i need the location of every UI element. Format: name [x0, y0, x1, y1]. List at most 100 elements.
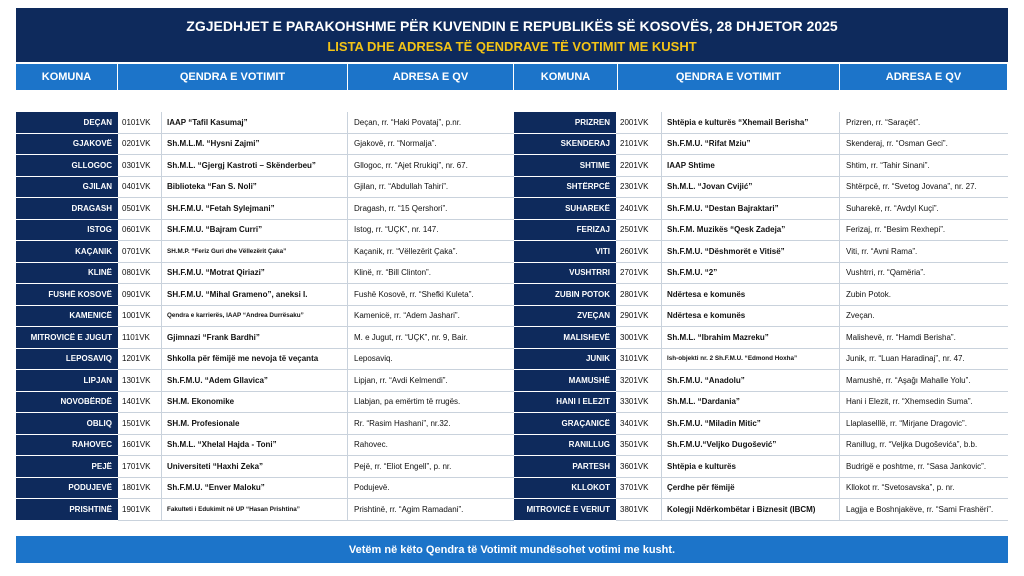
voting-center: SH.F.M.U. “Mihal Grameno”, aneksi I.	[162, 284, 348, 306]
code: 1501VK	[118, 413, 162, 435]
title: ZGJEDHJET E PARAKOHSHME PËR KUVENDIN E R…	[186, 18, 838, 34]
address: Suharekë, rr. “Avdyl Kuçi”.	[840, 198, 1008, 220]
komuna: PEJË	[16, 456, 118, 478]
address: Leposaviq.	[348, 349, 514, 370]
voting-center: Sh.F.M.U.“Veljko Dugošević”	[662, 434, 840, 456]
address: Skenderaj, rr. “Osman Geci”.	[840, 134, 1008, 155]
address: Kllokot rr. “Svetosavska”, p. nr.	[840, 478, 1008, 499]
code: 2101VK	[616, 133, 662, 155]
voting-center: Kolegji Ndërkombëtar i Biznesit (IBCM)	[662, 499, 840, 521]
voting-center: Sh.M.L. “Dardania”	[662, 391, 840, 413]
column-header: ADRESA E QV	[348, 64, 514, 90]
address: Junik, rr. “Luan Haradinaj”, nr. 47.	[840, 349, 1008, 370]
komuna: VITI	[514, 241, 616, 263]
address: Rahovec.	[348, 435, 514, 456]
address: Kaçanik, rr. “Vëllezërit Çaka”.	[348, 241, 514, 263]
komuna: MALISHEVË	[514, 327, 616, 349]
komuna: ZUBIN POTOK	[514, 284, 616, 306]
komuna: KAMENICË	[16, 305, 118, 327]
komuna: DEÇAN	[16, 112, 118, 134]
voting-center: Gjimnazi “Frank Bardhi”	[162, 327, 348, 349]
code: 1601VK	[118, 434, 162, 456]
voting-center: Sh.M.L. “Ibrahim Mazreku”	[662, 327, 840, 349]
voting-center: IAAP “Tafil Kasumaj”	[162, 112, 348, 134]
komuna: SHTIME	[514, 155, 616, 177]
code: 1201VK	[118, 348, 162, 370]
komuna: KLINË	[16, 262, 118, 284]
address: Pejë, rr. “Eliot Engell”, p. nr.	[348, 456, 514, 478]
komuna: DRAGASH	[16, 198, 118, 220]
column-header: KOMUNA	[514, 64, 618, 90]
code: 3601VK	[616, 456, 662, 478]
address: Shtërpcë, rr. “Svetog Jovana”, nr. 27.	[840, 177, 1008, 198]
code: 3101VK	[616, 348, 662, 370]
footer-note: Vetëm në këto Qendra të Votimit mundësoh…	[16, 536, 1008, 563]
komuna: JUNIK	[514, 348, 616, 370]
code: 0501VK	[118, 198, 162, 220]
voting-center: Sh.M.L.M. “Hysni Zajmi”	[162, 133, 348, 155]
komuna: FERIZAJ	[514, 219, 616, 241]
voting-center: Sh.F.M.U. “Miladin Mitic”	[662, 413, 840, 435]
voting-center: Sh.M.L. “Gjergj Kastroti – Skënderbeu”	[162, 155, 348, 177]
address: Zubin Potok.	[840, 284, 1008, 306]
voting-center: Fakulteti i Edukimit në UP “Hasan Prisht…	[162, 499, 348, 521]
code: 1801VK	[118, 477, 162, 499]
komuna: MITROVICË E VERIUT	[514, 499, 616, 521]
voting-center: Universiteti “Haxhi Zeka”	[162, 456, 348, 478]
code: 3301VK	[616, 391, 662, 413]
code: 2001VK	[616, 112, 662, 134]
code: 2501VK	[616, 219, 662, 241]
voting-center: Ndërtesa e komunës	[662, 305, 840, 327]
address: Llaplaselllë, rr. “Mirjane Dragovic”.	[840, 413, 1008, 435]
voting-center: Qendra e karrierës, IAAP “Andrea Durrësa…	[162, 305, 348, 327]
code: 1901VK	[118, 499, 162, 521]
code: 3001VK	[616, 327, 662, 349]
address: Vushtrri, rr. “Qamëria”.	[840, 263, 1008, 284]
code: 0301VK	[118, 155, 162, 177]
komuna: SKENDERAJ	[514, 133, 616, 155]
address: Malishevë, rr. “Hamdi Berisha”.	[840, 327, 1008, 349]
address: Prishtinë, rr. “Agim Ramadani”.	[348, 499, 514, 521]
komuna: MAMUSHË	[514, 370, 616, 392]
komuna: RANILLUG	[514, 434, 616, 456]
voting-center: IAAP Shtime	[662, 155, 840, 177]
code: 0101VK	[118, 112, 162, 134]
voting-center: Ndërtesa e komunës	[662, 284, 840, 306]
address: Gllogoc, rr. “Ajet Rrukiqi”, nr. 67.	[348, 155, 514, 177]
voting-center: Shtëpia e kulturës “Xhemail Berisha”	[662, 112, 840, 134]
code: 0401VK	[118, 176, 162, 198]
code: 0801VK	[118, 262, 162, 284]
address: Budrigë e poshtme, rr. “Sasa Jankovic”.	[840, 456, 1008, 478]
komuna: KAÇANIK	[16, 241, 118, 263]
komuna: NOVOBËRDË	[16, 391, 118, 413]
address: Dragash, rr. “15 Qershori”.	[348, 198, 514, 220]
address: Podujevë.	[348, 478, 514, 499]
address: Gjilan, rr. “Abdullah Tahiri”.	[348, 177, 514, 198]
komuna: HANI I ELEZIT	[514, 391, 616, 413]
komuna: GRAÇANICË	[514, 413, 616, 435]
code: 3701VK	[616, 477, 662, 499]
address: Shtim, rr. “Tahir Sinani”.	[840, 155, 1008, 177]
code: 3501VK	[616, 434, 662, 456]
komuna: MITROVICË E JUGUT	[16, 327, 118, 349]
address: M. e Jugut, rr. “UÇK”, nr. 9, Bair.	[348, 327, 514, 349]
voting-center: Biblioteka “Fan S. Noli”	[162, 176, 348, 198]
code: 1101VK	[118, 327, 162, 349]
address: Ranillug, rr. “Veljka Dugoševića”, b.b.	[840, 435, 1008, 456]
komuna: SUHAREKË	[514, 198, 616, 220]
address: Kamenicë, rr. “Adem Jashari”.	[348, 306, 514, 327]
voting-center: Sh.F.M.U. “Dëshmorët e Vitisë”	[662, 241, 840, 263]
komuna: ISTOG	[16, 219, 118, 241]
code: 1301VK	[118, 370, 162, 392]
address: Rr. “Rasim Hashani”, nr.32.	[348, 413, 514, 435]
code: 0701VK	[118, 241, 162, 263]
komuna: VUSHTRRI	[514, 262, 616, 284]
address: Mamushë, rr. “Aşağı Mahalle Yolu”.	[840, 370, 1008, 392]
column-header: QENDRA E VOTIMIT	[118, 64, 348, 90]
voting-center: Sh.F.M.U. “Rifat Mziu”	[662, 133, 840, 155]
address: Deçan, rr. “Haki Povataj”, p.nr.	[348, 112, 514, 134]
address: Hani i Elezit, rr. “Xhemsedin Suma”.	[840, 392, 1008, 413]
address: Gjakovë, rr. “Normalja”.	[348, 134, 514, 155]
komuna: ZVEÇAN	[514, 305, 616, 327]
code: 2401VK	[616, 198, 662, 220]
